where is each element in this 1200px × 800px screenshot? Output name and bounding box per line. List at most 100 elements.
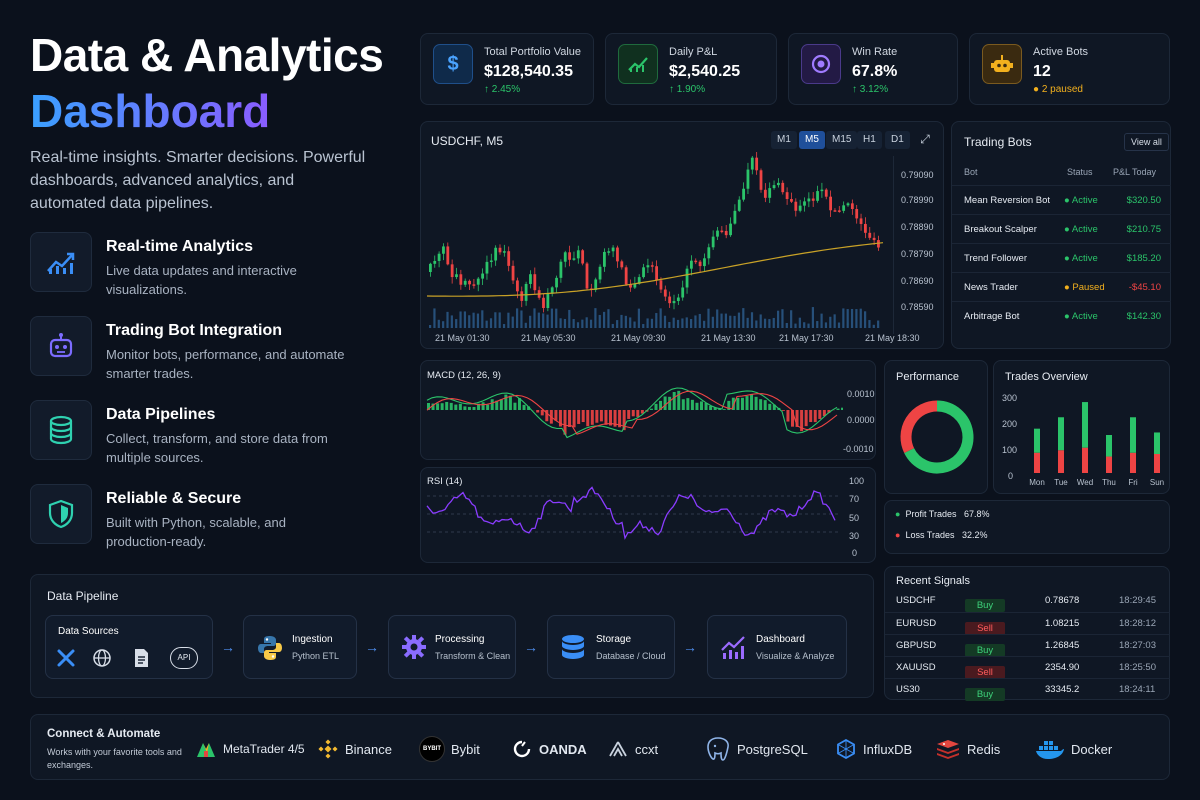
tool-redis[interactable]: Redis xyxy=(935,735,1000,763)
rsi-chart[interactable] xyxy=(423,472,843,560)
bot-row[interactable]: Trend Follower ● Active $185.20 xyxy=(952,243,1171,272)
candle xyxy=(790,199,793,202)
candle xyxy=(781,182,785,193)
arrow-right-icon: → xyxy=(365,639,379,655)
volume-bar xyxy=(733,315,736,328)
view-all-button[interactable]: View all xyxy=(1124,133,1169,151)
candle xyxy=(529,274,532,284)
candle xyxy=(659,280,663,290)
feature-desc: Collect, transform, and store data from … xyxy=(106,431,328,465)
volume-bar xyxy=(455,319,458,328)
timeframe-m15[interactable]: M15 xyxy=(826,131,858,149)
tool-influxdb[interactable]: InfluxDB xyxy=(835,735,912,763)
fullscreen-icon[interactable]: ⤢ xyxy=(920,132,930,146)
volume-bar xyxy=(742,308,745,328)
tool-postgresql[interactable]: PostgreSQL xyxy=(705,735,808,763)
signal-time: 18:24:11 xyxy=(1119,684,1156,695)
performance-donut-chart[interactable] xyxy=(897,397,977,477)
feature-title: Real-time Analytics xyxy=(106,238,254,255)
bot-pnl: $142.30 xyxy=(1126,311,1161,322)
signal-row[interactable]: US30 Buy 33345.2 18:24:11 xyxy=(885,678,1170,701)
macd-histogram-bar xyxy=(659,400,663,410)
volume-bar xyxy=(585,317,588,328)
bot-row[interactable]: Arbitrage Bot ● Active $142.30 xyxy=(952,301,1171,330)
macd-histogram-bar xyxy=(513,402,517,410)
arrow-right-icon: → xyxy=(683,639,697,655)
signal-symbol: XAUUSD xyxy=(896,662,936,673)
macd-histogram-bar xyxy=(636,410,640,417)
macd-chart[interactable] xyxy=(423,369,843,455)
tool-metatrader[interactable]: MetaTrader 4/5 xyxy=(195,735,305,763)
macd-histogram-bar xyxy=(750,394,754,410)
performance-title: Performance xyxy=(896,371,959,383)
bot-row[interactable]: Mean Reversion Bot ● Active $320.50 xyxy=(952,185,1171,214)
candle xyxy=(668,296,672,304)
hero-subtitle: Real-time insights. Smarter decisions. P… xyxy=(30,149,366,212)
pipeline-stage-processing[interactable]: Processing Transform & Clean xyxy=(388,615,516,679)
pipeline-stage-ingestion[interactable]: Ingestion Python ETL xyxy=(243,615,357,679)
kpi-change: ↑ 1.90% xyxy=(669,84,706,95)
volume-bar xyxy=(868,320,871,328)
price-tick: 0.78890 xyxy=(901,222,934,232)
candle xyxy=(559,261,563,278)
tool-bybit[interactable]: BYBIT Bybit xyxy=(419,735,480,763)
tool-binance[interactable]: Binance xyxy=(317,735,392,763)
trades-x-label: Sun xyxy=(1150,478,1164,487)
macd-histogram-bar xyxy=(759,399,763,410)
pipeline-stage-dashboard[interactable]: Dashboard Visualize & Analyze xyxy=(707,615,847,679)
tool-oanda[interactable]: OANDA xyxy=(511,735,587,763)
volume-bar xyxy=(563,318,567,328)
volume-bar xyxy=(698,313,701,328)
tool-docker[interactable]: Docker xyxy=(1035,735,1112,763)
volume-bar xyxy=(542,313,545,328)
signal-row[interactable]: GBPUSD Buy 1.26845 18:27:03 xyxy=(885,634,1170,657)
volume-bar xyxy=(450,315,453,328)
kpi-label: Active Bots xyxy=(1033,46,1089,58)
candle xyxy=(733,210,737,224)
candle xyxy=(685,268,689,288)
signal-row[interactable]: XAUUSD Sell 2354.90 18:25:50 xyxy=(885,656,1170,679)
signal-time: 18:28:12 xyxy=(1119,618,1156,629)
macd-histogram-bar xyxy=(445,401,449,410)
volume-bar xyxy=(829,316,832,328)
volume-bar xyxy=(790,310,793,328)
feature-desc: Live data updates and interactive visual… xyxy=(106,263,297,297)
timeframe-m5[interactable]: M5 xyxy=(799,131,825,149)
macd-line xyxy=(426,387,838,439)
volume-bar xyxy=(546,314,549,328)
candlestick-chart[interactable] xyxy=(425,152,889,332)
bot-row[interactable]: News Trader ● Paused -$45.10 xyxy=(952,272,1171,301)
trades-bar-chart[interactable]: Mon Tue Wed Thu Fri Sun xyxy=(1022,397,1166,493)
candle xyxy=(429,263,432,272)
dollar-icon: $ xyxy=(433,44,473,84)
macd-histogram-bar xyxy=(490,399,494,410)
volume-bar xyxy=(755,320,758,328)
volume-bar xyxy=(833,314,836,328)
macd-histogram-bar xyxy=(836,408,840,410)
donut-slice-loss-trades xyxy=(900,400,938,453)
candle xyxy=(463,280,467,285)
data-sources-node[interactable]: Data Sources API xyxy=(45,615,213,679)
price-axis-divider xyxy=(893,156,894,334)
signal-row[interactable]: EURUSD Sell 1.08215 18:28:12 xyxy=(885,612,1170,635)
candle xyxy=(859,218,863,224)
timeframe-d1[interactable]: D1 xyxy=(885,131,910,149)
timeframe-m1[interactable]: M1 xyxy=(771,131,797,149)
signal-price: 33345.2 xyxy=(1045,684,1080,695)
pipeline-stage-storage[interactable]: Storage Database / Cloud xyxy=(547,615,675,679)
candle xyxy=(533,274,537,291)
signal-row[interactable]: USDCHF Buy 0.78678 18:29:45 xyxy=(896,595,1156,612)
macd-histogram-bar xyxy=(427,403,430,410)
macd-histogram-bar xyxy=(518,398,521,410)
candle xyxy=(842,205,846,211)
bot-row[interactable]: Breakout Scalper ● Active $210.75 xyxy=(952,214,1171,243)
candle xyxy=(502,251,506,253)
signal-price: 0.78678 xyxy=(1045,595,1080,606)
stage-title: Storage xyxy=(596,634,632,645)
time-tick: 21 May 17:30 xyxy=(779,333,834,343)
rsi-tick: 30 xyxy=(849,531,860,541)
bots-header-pnl: P&L Today xyxy=(1113,167,1157,177)
timeframe-h1[interactable]: H1 xyxy=(857,131,882,149)
tool-ccxt[interactable]: ccxt xyxy=(607,735,658,763)
candle xyxy=(768,188,772,198)
